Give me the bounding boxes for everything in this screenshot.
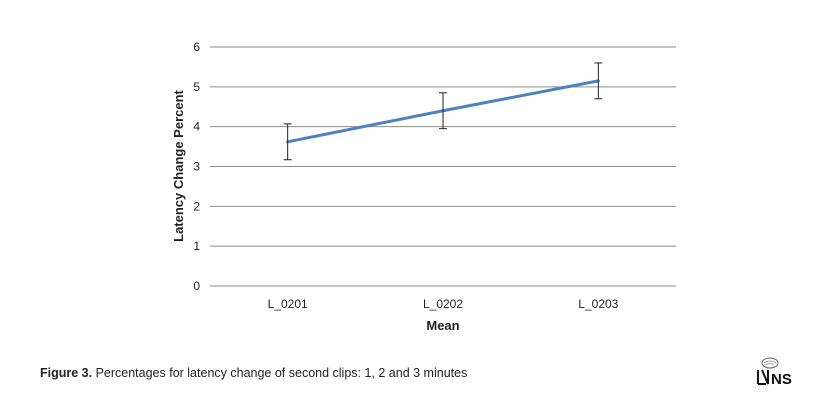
gridlines [210, 46, 676, 287]
y-tick-label: 6 [193, 40, 200, 54]
figure-caption: Figure 3. Percentages for latency change… [40, 366, 467, 380]
x-tick-label: L_0202 [423, 297, 463, 311]
x-tick-labels: L_0201 L_0202 L_0203 [268, 297, 619, 311]
series-group [283, 62, 603, 161]
y-axis-title: Latency Change Percent [171, 89, 186, 241]
logo-text: NS [771, 371, 792, 386]
y-tick-label: 1 [193, 239, 200, 253]
y-tick-label: 4 [193, 120, 200, 134]
publisher-logo: NS [752, 356, 804, 388]
x-axis-title: Mean [426, 318, 459, 333]
y-tick-label: 3 [193, 160, 200, 174]
x-tick-label: L_0201 [268, 297, 308, 311]
y-tick-label: 5 [193, 80, 200, 94]
y-tick-label: 2 [193, 199, 200, 213]
brain-logo-icon: NS [757, 357, 792, 388]
y-tick-label: 0 [193, 279, 200, 293]
figure-caption-text: Percentages for latency change of second… [92, 366, 468, 380]
x-tick-label: L_0203 [578, 297, 618, 311]
figure-caption-label: Figure 3. [40, 366, 93, 380]
y-tick-labels: 0 1 2 3 4 5 6 [193, 40, 200, 293]
